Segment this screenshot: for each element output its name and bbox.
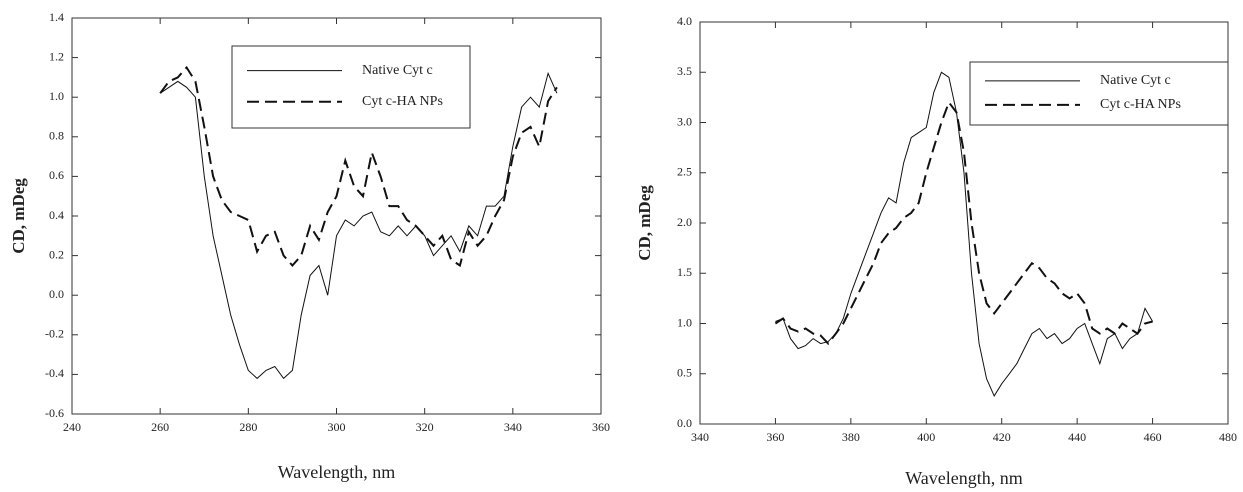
x-tick-label: 440: [1068, 430, 1086, 444]
y-tick-label: 0.4: [49, 208, 64, 222]
y-tick-label: 3.0: [677, 114, 692, 128]
legend-label: Cyt c-HA NPs: [1100, 97, 1181, 112]
x-tick-label: 400: [917, 430, 935, 444]
x-tick-label: 360: [766, 430, 784, 444]
y-axis-label: CD, mDeg: [635, 185, 654, 261]
data-line: [159, 65, 558, 268]
x-tick-label: 240: [63, 420, 81, 434]
legend-label: Cyt c-HA NPs: [362, 94, 443, 109]
y-tick-label: -0.4: [45, 366, 64, 380]
y-tick-label: 1.0: [49, 89, 64, 103]
data-line: [774, 100, 1153, 346]
y-tick-label: 0.5: [677, 366, 692, 380]
y-tick-label: 0.8: [49, 129, 64, 143]
y-tick-label: 1.2: [49, 49, 64, 63]
legend-label: Native Cyt c: [362, 63, 433, 78]
y-tick-label: 1.0: [677, 315, 692, 329]
legend-box: [969, 61, 1229, 126]
x-tick-label: 300: [328, 420, 346, 434]
y-tick-label: 3.5: [677, 64, 692, 78]
data-line: [159, 71, 558, 380]
x-axis-label: Wavelength, nm: [905, 468, 1023, 488]
y-tick-label: 1.4: [49, 10, 64, 24]
x-tick-label: 360: [592, 420, 610, 434]
y-tick-label: 0.2: [49, 247, 64, 261]
x-tick-label: 480: [1219, 430, 1237, 444]
x-axis-label: Wavelength, nm: [278, 462, 396, 482]
y-tick-label: 0.0: [677, 416, 692, 430]
x-tick-label: 340: [691, 430, 709, 444]
y-tick-label: 0.6: [49, 168, 64, 182]
x-tick-label: 280: [239, 420, 257, 434]
legend-box: [231, 45, 471, 129]
y-tick-label: 0.0: [49, 287, 64, 301]
y-tick-label: 2.0: [677, 215, 692, 229]
y-tick-label: 4.0: [677, 14, 692, 28]
x-tick-label: 340: [504, 420, 522, 434]
y-tick-label: 2.5: [677, 165, 692, 179]
y-tick-label: -0.2: [45, 327, 64, 341]
x-tick-label: 420: [993, 430, 1011, 444]
y-tick-label: 1.5: [677, 265, 692, 279]
y-axis-label: CD, mDeg: [9, 178, 28, 254]
x-tick-label: 260: [151, 420, 169, 434]
y-tick-label: -0.6: [45, 406, 64, 420]
x-tick-label: 460: [1144, 430, 1162, 444]
x-tick-label: 320: [416, 420, 434, 434]
x-tick-label: 380: [842, 430, 860, 444]
legend-label: Native Cyt c: [1100, 73, 1171, 88]
